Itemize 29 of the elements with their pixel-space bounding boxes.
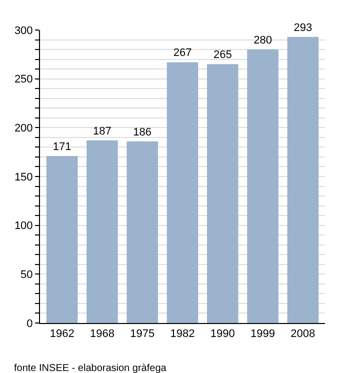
x-tick-label: 1999: [250, 328, 276, 340]
x-tick-label: 1982: [170, 328, 195, 340]
x-tick-label: 1990: [210, 328, 235, 340]
data-label: 265: [213, 49, 232, 62]
bar: [86, 140, 118, 323]
x-tick-label: 1968: [90, 328, 114, 340]
y-tick-label: 150: [14, 171, 33, 184]
data-label: 187: [93, 125, 112, 138]
y-tick-label: 50: [20, 269, 33, 282]
data-label: 267: [173, 47, 192, 60]
bar: [166, 62, 198, 323]
x-tick-label: 1975: [130, 328, 155, 340]
data-label: 171: [52, 140, 72, 153]
y-tick-label: 300: [14, 24, 33, 37]
y-tick-label: 250: [14, 74, 33, 86]
data-label: 280: [254, 34, 272, 47]
y-tick-label: 100: [14, 220, 33, 232]
bar: [206, 64, 238, 323]
x-tick-label: 2008: [290, 328, 316, 340]
bar: [46, 156, 78, 323]
bar: [126, 141, 158, 323]
bar: [247, 50, 278, 323]
data-label: 186: [133, 126, 152, 138]
y-tick-label: 200: [14, 122, 33, 135]
source-note: fonte INSEE - elaborasion gràfega: [14, 363, 167, 373]
data-label: 293: [294, 22, 312, 34]
x-tick-label: 1962: [50, 328, 74, 340]
bar: [287, 36, 319, 323]
y-tick-label: 0: [26, 318, 33, 330]
